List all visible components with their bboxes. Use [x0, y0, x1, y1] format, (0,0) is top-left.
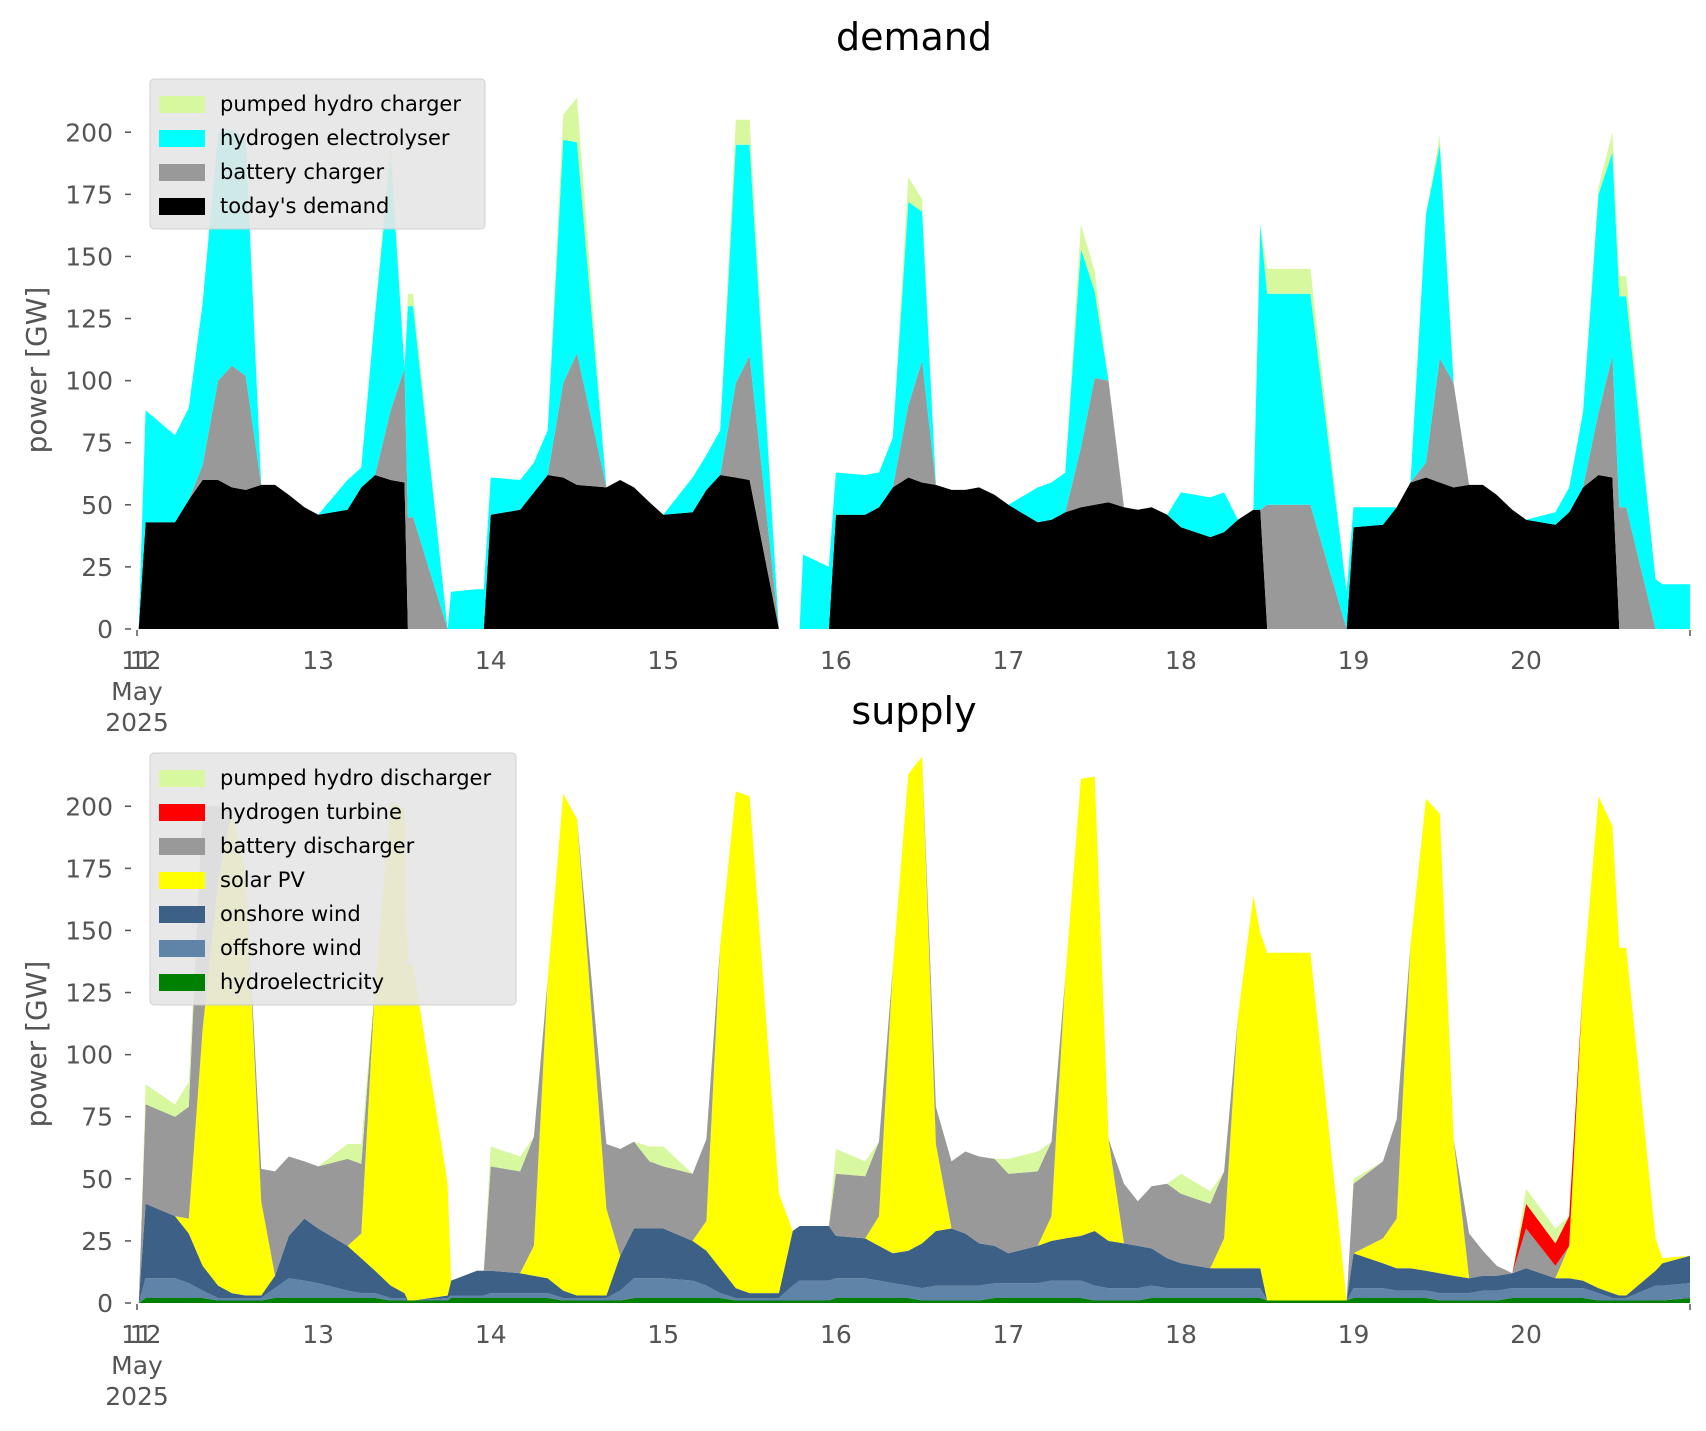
legend-swatch-today-s-demand [159, 198, 205, 215]
x-tick-label: 12 [130, 646, 162, 675]
y-tick-label: 200 [65, 792, 113, 821]
x-tick-label: 13 [302, 1320, 334, 1349]
legend-swatch-hydrogen-turbine [159, 804, 205, 821]
y-tick-label: 50 [81, 1165, 113, 1194]
area-battery-charger [138, 353, 1691, 629]
legend-label-solar-pv: solar PV [220, 868, 305, 892]
y-tick-label: 25 [81, 553, 113, 582]
y-tick-label: 100 [65, 1041, 113, 1070]
y-tick-label: 0 [97, 615, 113, 644]
legend: pumped hydro charger hydrogen electrolyse… [149, 78, 486, 230]
y-tick-label: 175 [65, 854, 113, 883]
area-series-group [138, 756, 1691, 1303]
area-onshore-wind [138, 1203, 1691, 1303]
area-hydroelectricity [138, 1298, 1691, 1303]
area-solar-pv [138, 756, 1691, 1303]
x-tick-label: 19 [1338, 1320, 1370, 1349]
x-tick-label: 16 [820, 1320, 852, 1349]
x-tick-label: 14 [475, 1320, 507, 1349]
x-tick-label: 14 [475, 646, 507, 675]
x-tick-label: 11 May 2025 [105, 646, 169, 737]
legend: pumped hydro discharger hydrogen turbine b… [149, 752, 517, 1006]
x-tick-label: 11 May 2025 [105, 1320, 169, 1411]
legend-swatch-hydroelectricity [159, 974, 205, 991]
y-axis-label: power [GW] [20, 287, 53, 454]
area-pumped-hydro-charger [138, 97, 1691, 629]
legend-label-battery-discharger: battery discharger [220, 834, 415, 858]
y-tick-label: 125 [65, 305, 113, 334]
x-tick-label: 18 [1165, 646, 1197, 675]
y-tick-label: 50 [81, 491, 113, 520]
area-today-s-demand [138, 475, 1691, 629]
legend-swatch-battery-discharger [159, 838, 205, 855]
y-tick-label: 25 [81, 1227, 113, 1256]
y-tick-label: 150 [65, 916, 113, 945]
x-tick-label: 15 [647, 646, 679, 675]
x-tick-label: 13 [302, 646, 334, 675]
legend-swatch-battery-charger [159, 164, 205, 181]
legend-label-battery-charger: battery charger [220, 160, 385, 184]
y-tick-label: 75 [81, 429, 113, 458]
legend-label-pumped-hydro-charger: pumped hydro charger [220, 92, 461, 116]
legend-swatch-hydrogen-electrolyser [159, 130, 205, 147]
area-offshore-wind [138, 1278, 1691, 1303]
legend-label-hydroelectricity: hydroelectricity [220, 970, 384, 994]
chart-demand: demand power [GW] 0255075100125150175200… [20, 15, 1691, 737]
chart-title: demand [836, 15, 992, 59]
area-hydrogen-electrolyser [138, 129, 1691, 630]
x-tick-label: 20 [1510, 1320, 1542, 1349]
area-battery-discharger [138, 756, 1691, 1303]
y-axis: 0 25 50 75 100 125 150 175 200 [65, 118, 131, 644]
x-tick-label: 17 [992, 646, 1024, 675]
y-tick-label: 75 [81, 1103, 113, 1132]
y-tick-label: 150 [65, 242, 113, 271]
legend-swatch-pumped-hydro-discharger [159, 770, 205, 787]
x-tick-label: 19 [1338, 646, 1370, 675]
x-tick-label: 16 [820, 646, 852, 675]
x-tick-label: 15 [647, 1320, 679, 1349]
x-tick-label: 17 [992, 1320, 1024, 1349]
chart-title: supply [851, 689, 976, 733]
legend-swatch-onshore-wind [159, 906, 205, 923]
legend-label-hydrogen-electrolyser: hydrogen electrolyser [220, 126, 450, 150]
x-tick-label: 20 [1510, 646, 1542, 675]
y-tick-label: 100 [65, 367, 113, 396]
y-tick-label: 200 [65, 118, 113, 147]
y-tick-label: 175 [65, 180, 113, 209]
legend-box [149, 752, 517, 1006]
legend-box [149, 78, 486, 230]
x-tick-label: 12 [130, 1320, 162, 1349]
legend-label-offshore-wind: offshore wind [220, 936, 362, 960]
legend-swatch-offshore-wind [159, 940, 205, 957]
legend-label-today-s-demand: today's demand [220, 194, 389, 218]
legend-label-pumped-hydro-discharger: pumped hydro discharger [220, 766, 491, 790]
y-axis-label: power [GW] [20, 961, 53, 1128]
legend-swatch-pumped-hydro-charger [159, 96, 205, 113]
legend-label-onshore-wind: onshore wind [220, 902, 361, 926]
y-axis: 0 25 50 75 100 125 150 175 200 [65, 792, 131, 1318]
x-tick-label: 18 [1165, 1320, 1197, 1349]
y-tick-label: 0 [97, 1289, 113, 1318]
legend-swatch-solar-pv [159, 872, 205, 889]
legend-label-hydrogen-turbine: hydrogen turbine [220, 800, 402, 824]
y-tick-label: 125 [65, 979, 113, 1008]
area-series-group [138, 97, 1691, 630]
chart-supply: supply power [GW] 0255075100125150175200… [20, 689, 1691, 1411]
